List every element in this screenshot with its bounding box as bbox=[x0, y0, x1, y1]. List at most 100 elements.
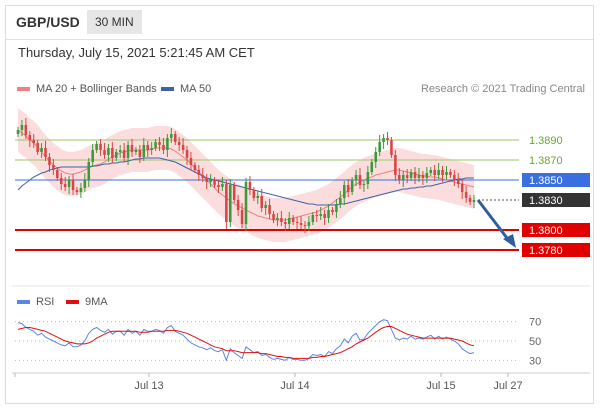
legend-ma9-label: 9MA bbox=[85, 296, 108, 308]
candle-body bbox=[291, 218, 295, 222]
candle-body bbox=[327, 210, 330, 218]
candle-body bbox=[99, 144, 102, 150]
candle-body bbox=[460, 184, 464, 192]
rsi-tick-label: 30 bbox=[529, 355, 541, 367]
candle-body bbox=[374, 152, 378, 162]
candle-body bbox=[130, 145, 134, 152]
level-label: 1.3850 bbox=[529, 175, 563, 187]
legend-rsi: RSI bbox=[17, 296, 54, 308]
candle-body bbox=[126, 145, 130, 158]
candle-body bbox=[48, 157, 51, 165]
candle-body bbox=[20, 125, 24, 130]
candle-body bbox=[398, 175, 401, 180]
candle-body bbox=[366, 172, 370, 184]
candle-body bbox=[32, 140, 36, 143]
candle-body bbox=[197, 170, 201, 175]
candle-body bbox=[409, 172, 413, 178]
rsi-line bbox=[17, 319, 475, 362]
candle-body bbox=[185, 150, 189, 158]
candle-body bbox=[248, 182, 252, 190]
candle-body bbox=[413, 172, 417, 178]
candle-body bbox=[67, 180, 71, 187]
candle-body bbox=[272, 214, 275, 220]
candle-body bbox=[87, 162, 91, 180]
legend-ma50: MA 50 bbox=[161, 83, 211, 95]
candle-body bbox=[323, 214, 326, 218]
candle-body bbox=[260, 196, 264, 208]
candle-body bbox=[268, 205, 271, 214]
candle-body bbox=[213, 180, 216, 185]
candle-body bbox=[433, 170, 436, 175]
candle-body bbox=[170, 134, 173, 138]
credit-text: Research © 2021 Trading Central bbox=[420, 83, 585, 95]
candle-body bbox=[173, 134, 177, 142]
candle-body bbox=[177, 142, 181, 145]
candle-body bbox=[276, 218, 279, 220]
candle-body bbox=[252, 190, 256, 198]
candle-body bbox=[464, 192, 468, 198]
legend-ma-bb: MA 20 + Bollinger Bands bbox=[17, 83, 157, 95]
candle-body bbox=[350, 180, 354, 192]
candle-body bbox=[16, 130, 20, 134]
timeframe-button[interactable]: 30 MIN bbox=[87, 10, 142, 34]
candle-body bbox=[201, 175, 205, 178]
candle-body bbox=[122, 150, 126, 158]
candle-body bbox=[209, 180, 212, 182]
candle-body bbox=[445, 172, 448, 175]
candle-body bbox=[437, 170, 440, 175]
candle-body bbox=[453, 175, 456, 180]
candle-body bbox=[319, 214, 322, 216]
candle-body bbox=[111, 148, 114, 158]
candle-body bbox=[405, 175, 409, 178]
level-label-box bbox=[522, 243, 590, 257]
level-label: 1.3890 bbox=[529, 135, 563, 147]
candle-body bbox=[138, 150, 142, 157]
candle-body bbox=[287, 218, 291, 224]
rsi-swatch bbox=[17, 300, 30, 304]
rsi-tick-label: 50 bbox=[529, 336, 541, 348]
candle-body bbox=[280, 218, 283, 222]
candle-body bbox=[52, 165, 55, 170]
candle-body bbox=[240, 210, 244, 224]
rsi-ma9-line bbox=[17, 326, 475, 359]
candle-body bbox=[118, 150, 122, 152]
candle-body bbox=[456, 180, 460, 184]
candle-body bbox=[429, 170, 433, 173]
forecast-arrow-shaft bbox=[476, 199, 512, 243]
candle-body bbox=[264, 205, 267, 208]
candle-body bbox=[142, 145, 146, 157]
candle-body bbox=[307, 222, 311, 226]
candle-body bbox=[331, 210, 334, 212]
candle-body bbox=[228, 185, 232, 222]
candle-body bbox=[421, 175, 425, 178]
candle-body bbox=[441, 170, 444, 175]
candle-body bbox=[91, 150, 94, 162]
ma-bb-swatch bbox=[17, 87, 30, 91]
candle-body bbox=[295, 222, 299, 223]
candle-body bbox=[205, 178, 208, 182]
time-tick-label: Jul 15 bbox=[426, 380, 455, 392]
chart-header: GBP/USD 30 MIN bbox=[6, 6, 593, 40]
candle-body bbox=[75, 190, 79, 192]
ma50-swatch bbox=[161, 87, 174, 91]
candle-body bbox=[193, 165, 197, 170]
candle-body bbox=[146, 145, 150, 150]
candle-body bbox=[40, 148, 43, 152]
candle-body bbox=[166, 138, 169, 150]
candle-body bbox=[232, 185, 236, 200]
timestamp: Thursday, July 15, 2021 5:21:45 AM CET bbox=[18, 45, 255, 60]
legend-ma-bb-label: MA 20 + Bollinger Bands bbox=[36, 83, 157, 95]
level-label: 1.3870 bbox=[529, 155, 563, 167]
candle-body bbox=[56, 170, 59, 178]
candle-body bbox=[225, 184, 228, 222]
candle-body bbox=[95, 144, 98, 150]
time-tick-label: Jul 27 bbox=[493, 380, 522, 392]
candle-body bbox=[103, 150, 106, 155]
candle-body bbox=[162, 145, 165, 150]
candle-body bbox=[362, 184, 366, 185]
candle-body bbox=[181, 145, 185, 150]
level-label-box bbox=[522, 223, 590, 237]
candle-body bbox=[425, 173, 429, 178]
candle-body bbox=[107, 148, 110, 155]
candle-body bbox=[256, 196, 260, 198]
